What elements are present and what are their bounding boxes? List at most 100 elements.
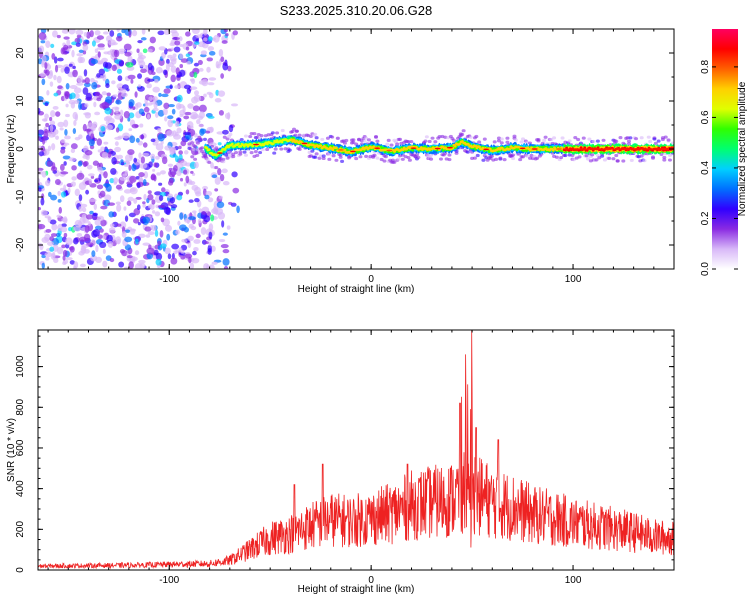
spectrogram-noise-blob	[73, 261, 79, 269]
spectrogram-noise-blob	[195, 34, 203, 39]
spectrogram-halo	[511, 156, 516, 161]
spectrogram-noise-blob	[78, 134, 83, 140]
spectrogram-noise-blob	[49, 246, 55, 252]
spectrogram-noise-blob	[108, 211, 115, 218]
spectrogram-noise-blob	[167, 115, 174, 120]
spectrogram-halo	[670, 141, 674, 145]
spectrogram-noise-blob	[126, 255, 133, 259]
y-tick-label: 200	[15, 521, 26, 538]
spectrogram-noise-blob	[128, 128, 133, 132]
spectrogram-noise-blob	[63, 232, 68, 238]
spectrogram-noise-blob	[147, 194, 154, 201]
spectrogram-noise-blob	[61, 29, 69, 34]
spectrogram-halo	[321, 156, 326, 161]
spectrogram-noise-blob	[82, 44, 89, 52]
spectrogram-noise-blob	[57, 199, 62, 203]
spectrogram-noise-blob	[133, 157, 138, 163]
spectrogram-halo	[202, 153, 207, 158]
spectrogram-noise-blob	[220, 56, 225, 63]
spectrogram-noise-blob	[102, 260, 108, 268]
spectrogram-halo	[252, 132, 257, 136]
spectrogram-halo	[386, 138, 391, 142]
spectrogram-noise-blob	[72, 111, 78, 120]
spectrogram-halo	[400, 157, 405, 161]
spectrogram-noise-blob	[127, 117, 131, 122]
spectrogram-noise-blob	[96, 60, 104, 65]
spectrogram-noise-blob	[203, 215, 211, 223]
x-tick-label: 0	[368, 575, 374, 586]
spectrogram-noise-blob	[127, 55, 133, 64]
spectrogram-noise-blob	[99, 241, 107, 249]
spectrogram-noise-blob	[65, 113, 70, 118]
spectrogram-noise-blob	[193, 62, 199, 67]
spectrogram-halo	[511, 153, 516, 157]
spectrogram-halo	[554, 155, 559, 159]
spectrogram-ridge-cell	[458, 142, 462, 146]
spectrogram-noise-blob	[102, 73, 107, 82]
spectrogram-noise-blob	[218, 110, 224, 116]
spectrogram-halo	[518, 157, 523, 162]
spectrogram-noise-blob	[160, 217, 165, 223]
spectrogram-noise-blob	[126, 200, 132, 206]
spectrogram-x-axis-label: Height of straight line (km)	[298, 284, 415, 295]
spectrogram-halo	[351, 138, 356, 142]
spectrogram-noise-blob	[128, 261, 134, 269]
spectrogram-halo	[191, 147, 196, 151]
spectrogram-noise-blob	[52, 30, 58, 38]
spectrogram-noise-blob	[59, 127, 64, 131]
spectrogram-noise-blob	[68, 63, 73, 67]
spectrogram-ridge-cell	[251, 144, 255, 148]
spectrogram-noise-blob	[183, 182, 187, 187]
spectrogram-noise-blob	[169, 171, 177, 176]
spectrogram-halo	[552, 136, 557, 140]
spectrogram-noise-blob	[142, 179, 147, 186]
spectrogram-noise-blob	[82, 155, 89, 159]
spectrogram-noise-blob	[38, 32, 47, 41]
spectrogram-noise-blob	[148, 96, 153, 102]
spectrogram-noise-blob	[160, 170, 166, 175]
spectrogram-halo	[280, 128, 285, 133]
spectrogram-noise-blob	[72, 65, 76, 70]
spectrogram-noise-blob	[88, 173, 95, 177]
spectrogram-halo	[560, 136, 565, 140]
spectrogram-noise-blob	[121, 249, 128, 257]
spectrogram-noise-blob	[91, 81, 98, 90]
spectrogram-halo	[646, 135, 651, 139]
spectrogram-noise-blob	[174, 85, 180, 89]
spectrogram-halo	[528, 141, 533, 145]
spectrogram-ridge-cell	[585, 149, 589, 152]
spectrogram-halo	[200, 146, 205, 150]
spectrogram-noise-blob	[135, 137, 140, 143]
spectrogram-noise-blob	[109, 257, 115, 263]
spectrogram-noise-blob	[203, 29, 208, 36]
spectrogram-halo	[437, 135, 442, 139]
spectrogram-noise-blob	[151, 210, 156, 214]
spectrogram-halo	[602, 158, 607, 162]
spectrogram-noise-blob	[103, 51, 109, 55]
spectrogram-noise-blob	[207, 82, 215, 86]
spectrogram-noise-blob	[154, 229, 159, 237]
spectrogram-noise-blob	[149, 36, 156, 44]
spectrogram-ridge-cell	[419, 146, 423, 149]
spectrogram-noise-blob	[48, 131, 56, 138]
snr-frame	[37, 329, 675, 571]
spectrogram-noise-blob	[129, 175, 137, 183]
spectrogram-peak-cell	[386, 149, 393, 152]
spectrogram-noise-blob	[41, 60, 45, 68]
y-tick-label: 600	[15, 439, 26, 456]
spectrogram-noise-blob	[164, 247, 171, 255]
spectrogram-noise-blob	[45, 179, 51, 187]
spectrogram-halo	[587, 137, 592, 141]
spectrogram-halo	[667, 158, 672, 162]
spectrogram-noise-blob	[111, 157, 117, 165]
spectrogram-halo	[660, 137, 665, 142]
spectrogram-noise-blob	[185, 189, 190, 195]
spectrogram-noise-blob	[198, 80, 207, 85]
spectrogram-halo	[362, 139, 367, 143]
spectrogram-halo	[611, 157, 616, 161]
spectrogram-noise-blob	[222, 232, 228, 236]
spectrogram-halo	[327, 157, 332, 161]
spectrogram-noise-blob	[167, 119, 174, 128]
spectrogram-halo	[375, 156, 380, 160]
spectrogram-halo	[430, 136, 435, 140]
